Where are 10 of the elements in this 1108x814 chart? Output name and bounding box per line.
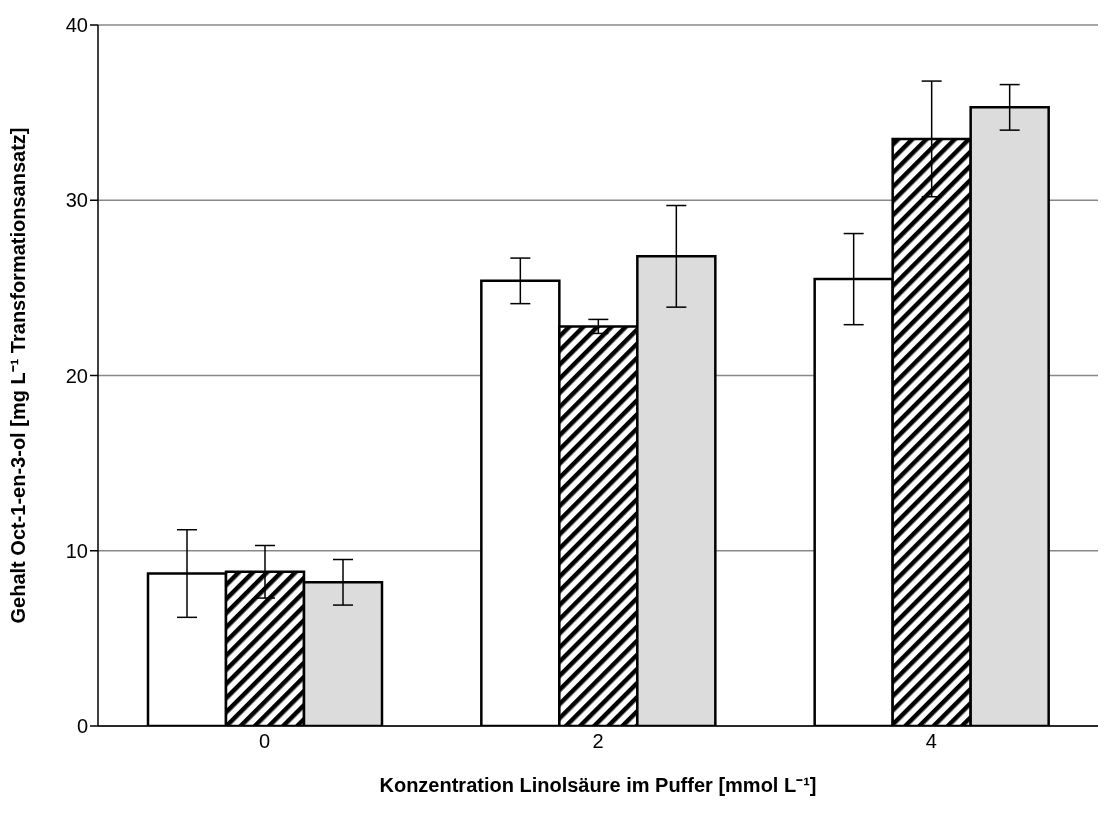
- x-tick-label: 4: [925, 730, 937, 753]
- x-tick-label: 2: [592, 730, 604, 753]
- x-axis-title: Konzentration Linolsäure im Puffer [mmol L⁻¹]: [379, 774, 817, 796]
- y-tick-label: 40: [65, 14, 88, 37]
- x-tick-label: 0: [259, 730, 271, 753]
- y-tick-label: 10: [65, 539, 88, 562]
- y-axis-title: Gehalt Oct-1-en-3-ol [mg L⁻¹ Transformationsansatz]: [7, 127, 30, 624]
- y-tick-label: 30: [65, 189, 88, 212]
- y-tick-label: 0: [76, 715, 88, 738]
- y-tick-label: 20: [65, 364, 88, 387]
